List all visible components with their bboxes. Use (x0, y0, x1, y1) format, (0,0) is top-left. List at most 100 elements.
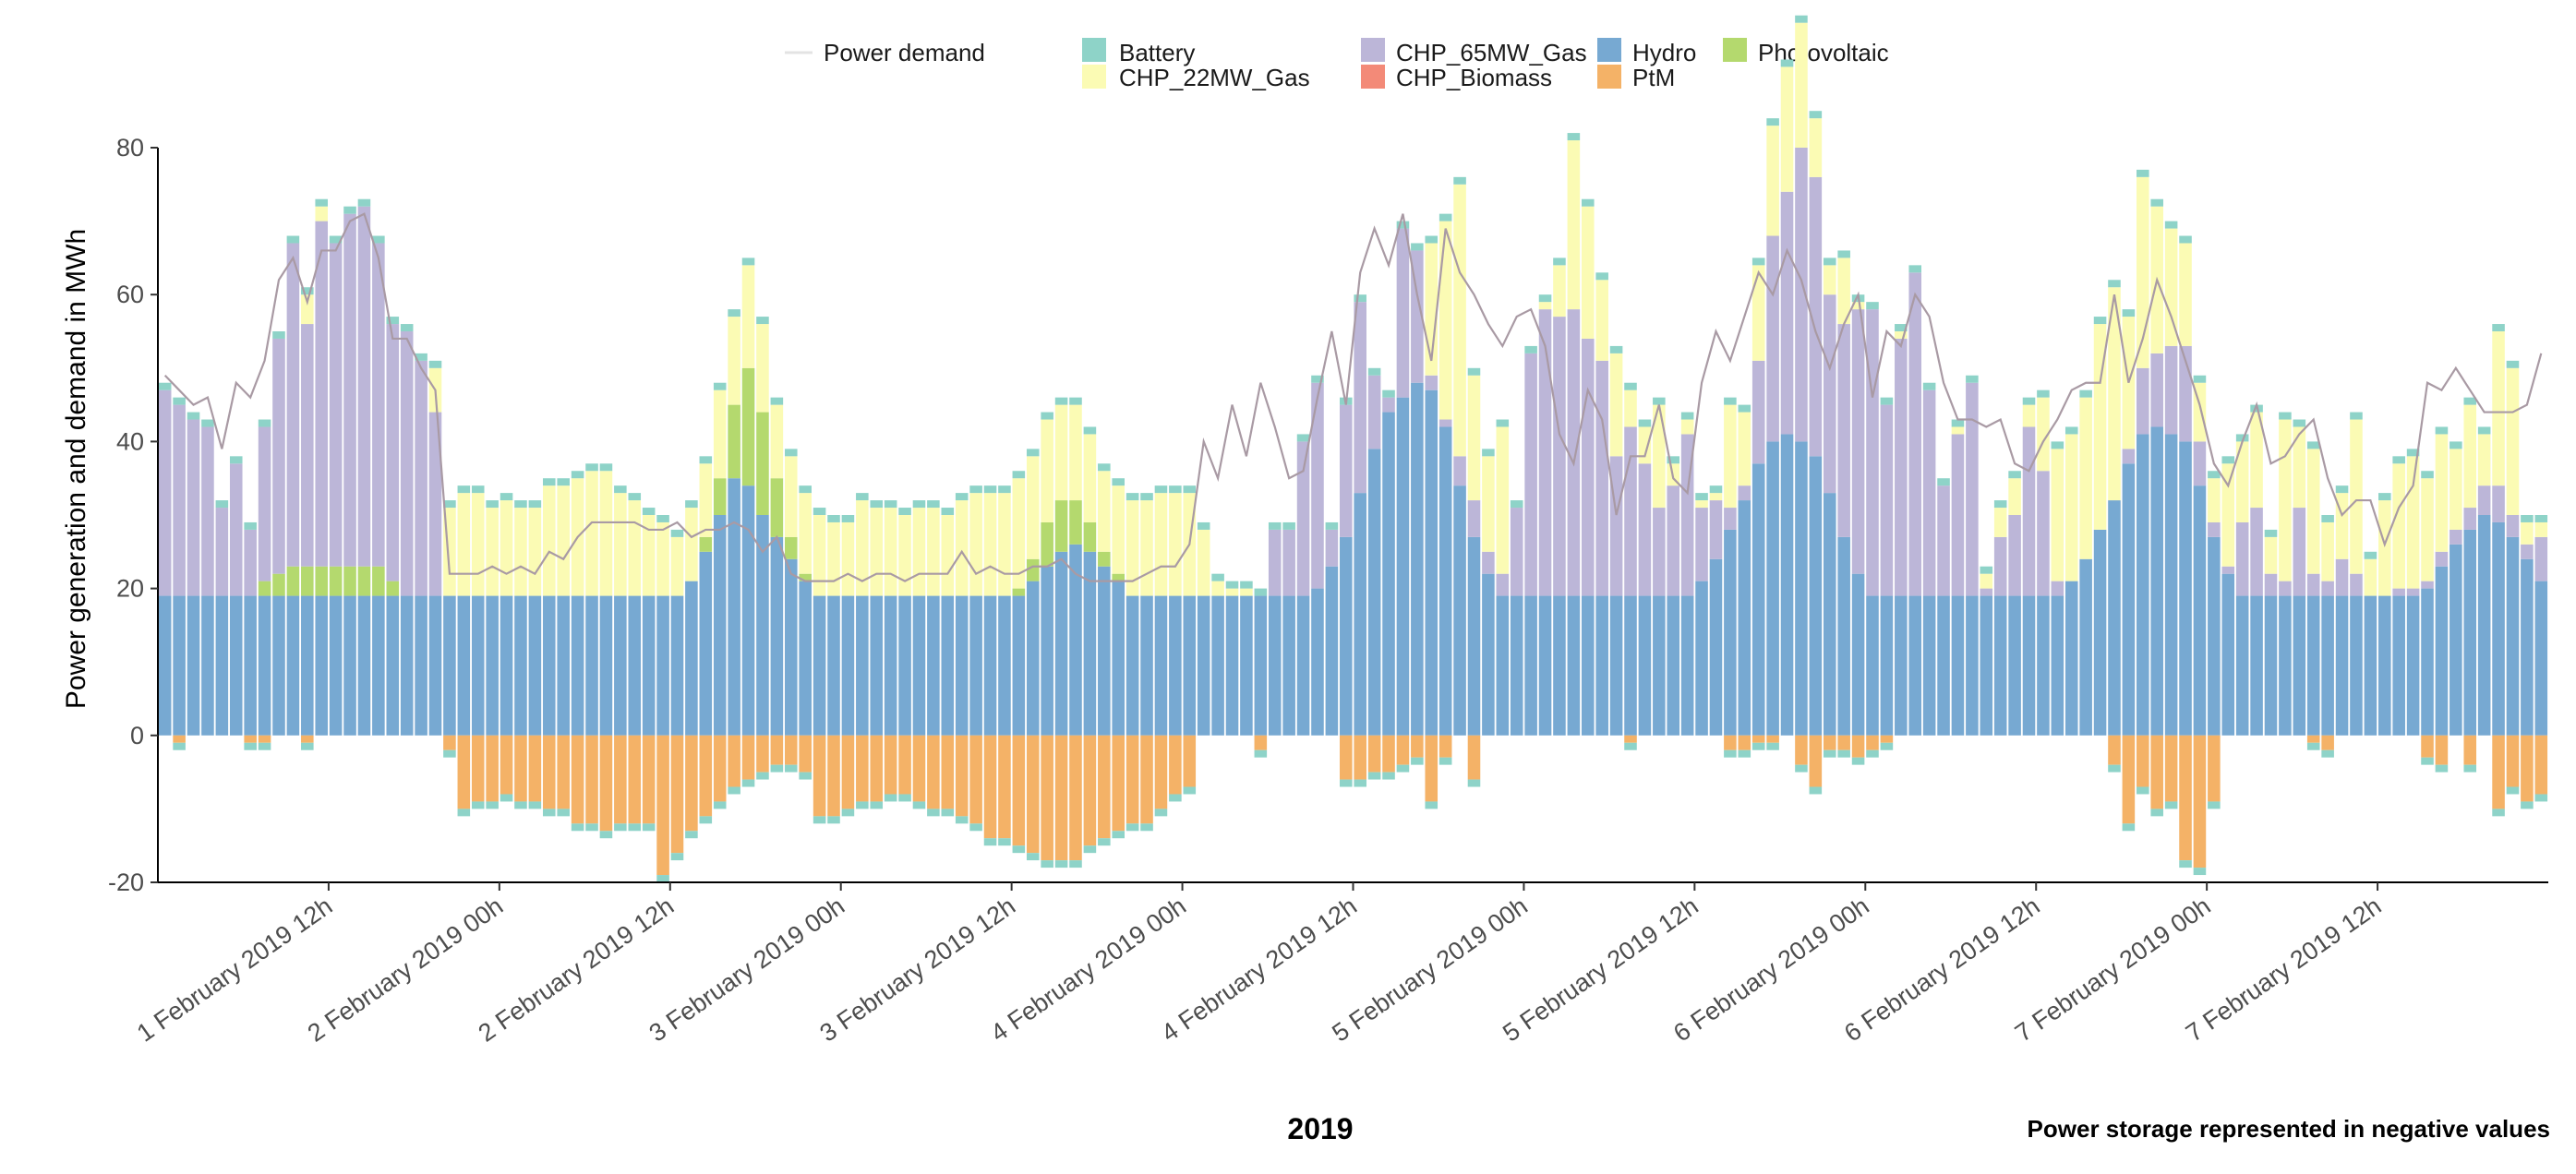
bar-chp-22mw-gas (2392, 463, 2405, 589)
bar-chp-65mw-gas (215, 508, 229, 596)
bar-chp-22mw-gas (1240, 588, 1253, 596)
bar-chp-65mw-gas (1567, 309, 1581, 596)
bar-hydro (1880, 595, 1894, 736)
bar-battery (827, 515, 840, 522)
bar-chp-22mw-gas (884, 508, 897, 596)
legend-swatch-hydro (1597, 38, 1621, 62)
bar-battery-charge (2506, 786, 2520, 795)
bar-ptm (998, 735, 1011, 839)
bar-chp-22mw-gas (1112, 485, 1125, 574)
bar-chp-22mw-gas (912, 508, 926, 596)
bar-ptm (856, 735, 869, 802)
bar-hydro (1411, 382, 1424, 736)
bar-battery (884, 500, 897, 509)
bar-battery-charge (1724, 749, 1737, 758)
bar-chp-22mw-gas (1582, 206, 1595, 339)
bar-chp-22mw-gas (1496, 426, 1510, 574)
bar-ptm (955, 735, 969, 817)
bar-hydro (2193, 485, 2207, 736)
bar-battery (2392, 456, 2405, 464)
bar-battery (1538, 294, 1552, 303)
bar-chp-65mw-gas (244, 529, 257, 596)
bar-battery (898, 508, 911, 515)
bar-photovoltaic (258, 581, 271, 596)
bar-hydro (2492, 521, 2505, 736)
bar-hydro (1695, 581, 1708, 736)
bar-chp-22mw-gas (955, 500, 969, 596)
bar-battery (2064, 426, 2078, 435)
bar-battery (329, 235, 343, 244)
bar-chp-22mw-gas (1851, 302, 1865, 310)
bar-chp-65mw-gas (1553, 317, 1566, 596)
bar-ptm (2306, 735, 2320, 743)
bar-battery (770, 397, 784, 405)
bar-chp-65mw-gas (1268, 529, 1282, 596)
bar-hydro (912, 595, 926, 736)
bar-chp-22mw-gas (628, 500, 642, 596)
bar-chp-65mw-gas (1325, 529, 1339, 567)
bar-ptm (670, 735, 684, 854)
bar-battery (1425, 235, 1438, 244)
bar-ptm (258, 735, 271, 743)
bar-hydro (870, 595, 884, 736)
y-tick-label: 60 (116, 281, 144, 308)
bar-battery-charge (1112, 831, 1125, 839)
legend-swatch-ptm (1597, 65, 1621, 89)
bar-hydro (685, 581, 698, 736)
bar-battery (2037, 389, 2050, 398)
bar-chp-65mw-gas (1738, 485, 1751, 501)
bar-chp-65mw-gas (2534, 536, 2548, 581)
bar-chp-65mw-gas (2406, 588, 2420, 596)
bar-battery-charge (1809, 786, 1823, 795)
bar-chp-65mw-gas (1766, 235, 1779, 442)
bar-battery (1154, 485, 1168, 494)
bar-ptm (1054, 735, 1068, 861)
bar-battery-charge (1382, 772, 1395, 780)
bar-chp-65mw-gas (2463, 508, 2477, 530)
bar-battery (927, 500, 940, 509)
bar-chp-22mw-gas (642, 515, 656, 596)
bar-hydro (1211, 595, 1224, 736)
bar-ptm (1125, 735, 1139, 824)
bar-battery-charge (258, 742, 271, 750)
bar-battery-charge (1438, 757, 1452, 765)
bar-chp-65mw-gas (2450, 529, 2462, 545)
bar-hydro (585, 595, 598, 736)
bar-battery (2350, 412, 2363, 420)
bar-chp-65mw-gas (1895, 338, 1908, 596)
bar-chp-65mw-gas (2335, 558, 2349, 596)
bar-battery (1866, 302, 1879, 310)
bar-chp-65mw-gas (1425, 375, 1438, 390)
bar-battery (2008, 471, 2021, 479)
bar-hydro (486, 595, 499, 736)
bar-chp-22mw-gas (1125, 500, 1139, 596)
bar-chp-65mw-gas (2392, 588, 2405, 596)
bar-ptm (1851, 735, 1865, 758)
bar-ptm (785, 735, 798, 765)
bar-hydro (1609, 595, 1623, 736)
bar-battery-charge (1183, 786, 1197, 795)
bar-chp-22mw-gas (785, 456, 798, 537)
bar-ptm (1724, 735, 1737, 750)
bar-chp-22mw-gas (528, 508, 542, 596)
bar-ptm (2421, 735, 2434, 758)
bar-chp-65mw-gas (1467, 500, 1481, 537)
bar-hydro (1311, 588, 1324, 736)
bar-battery-charge (813, 816, 826, 824)
bar-battery-charge (2193, 868, 2207, 876)
bar-battery-charge (1154, 809, 1168, 817)
bar-chp-65mw-gas (2321, 581, 2334, 596)
bar-hydro (443, 595, 456, 736)
bar-battery (856, 493, 869, 501)
bar-battery-charge (173, 742, 186, 750)
bar-ptm (983, 735, 997, 839)
bar-photovoltaic (329, 566, 343, 596)
bar-ptm (471, 735, 485, 802)
bar-chp-22mw-gas (2250, 412, 2263, 509)
bar-battery (1567, 133, 1581, 141)
bar-chp-22mw-gas (1780, 66, 1794, 192)
bar-hydro (1638, 595, 1652, 736)
bar-battery (244, 521, 257, 530)
bar-battery (2221, 456, 2235, 464)
bar-hydro (1026, 581, 1040, 736)
